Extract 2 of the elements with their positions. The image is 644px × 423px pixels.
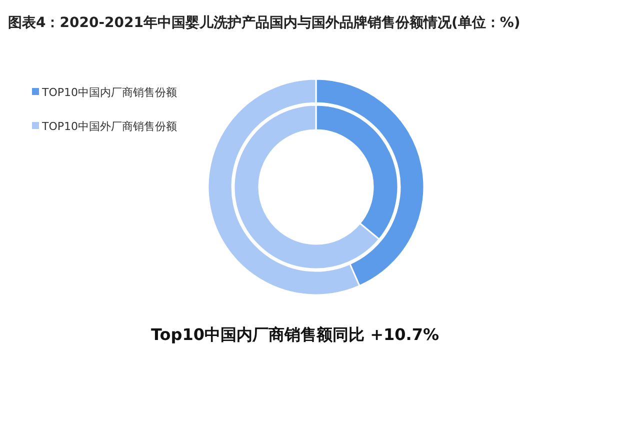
annotation: Top10中国内厂商销售额同比 +10.7% — [151, 325, 439, 344]
title: 图表4：2020-2021年中国婴儿洗护产品国内与国外品牌销售份额情况(单位：%) — [8, 15, 520, 31]
